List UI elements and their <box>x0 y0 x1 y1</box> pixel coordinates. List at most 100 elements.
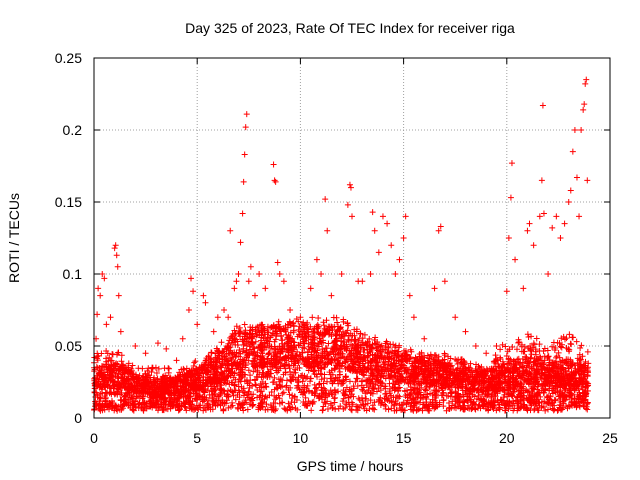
data-point <box>220 371 227 378</box>
data-point <box>340 377 347 384</box>
data-point <box>148 368 155 375</box>
data-point <box>173 401 180 408</box>
data-point <box>359 394 366 401</box>
data-point <box>360 384 367 391</box>
data-point <box>548 400 555 407</box>
data-point <box>447 362 454 369</box>
data-point <box>372 375 379 382</box>
data-point <box>236 347 243 354</box>
data-point <box>527 399 534 406</box>
data-point <box>544 353 551 360</box>
data-point <box>507 403 514 410</box>
data-point <box>290 374 297 381</box>
data-point <box>243 348 250 355</box>
data-point <box>285 321 292 328</box>
data-point <box>562 367 569 374</box>
data-point <box>390 394 397 401</box>
data-point <box>180 382 187 389</box>
data-point <box>245 390 252 397</box>
data-point <box>530 344 537 351</box>
data-point <box>188 373 195 380</box>
data-point <box>367 349 374 356</box>
data-point <box>302 375 309 382</box>
data-point <box>521 376 528 383</box>
data-point <box>382 375 389 382</box>
data-point <box>420 374 427 381</box>
data-point <box>473 374 480 381</box>
data-point <box>512 397 519 404</box>
data-point <box>306 388 313 395</box>
data-point <box>111 407 118 414</box>
data-point <box>243 399 250 406</box>
data-point <box>224 344 231 351</box>
data-point <box>448 383 455 390</box>
data-point <box>139 393 146 400</box>
data-point <box>308 353 315 360</box>
data-point <box>433 379 440 386</box>
data-point <box>285 343 292 350</box>
data-point <box>367 397 374 404</box>
data-point <box>294 382 301 389</box>
data-point <box>336 371 343 378</box>
data-point <box>133 393 140 400</box>
data-point <box>249 395 256 402</box>
data-point <box>546 387 553 394</box>
data-point <box>252 328 259 335</box>
data-point <box>434 366 441 373</box>
data-point <box>225 340 232 347</box>
data-point <box>331 338 338 345</box>
data-point <box>143 405 150 412</box>
data-point <box>467 399 474 406</box>
data-point <box>476 364 483 371</box>
data-point <box>409 362 416 369</box>
data-point <box>299 349 306 356</box>
data-point <box>286 391 293 398</box>
data-point <box>256 394 263 401</box>
data-point <box>469 373 476 380</box>
data-point <box>384 350 391 357</box>
data-point <box>513 378 520 385</box>
data-point <box>485 381 492 388</box>
data-point <box>576 402 583 409</box>
data-point <box>321 399 328 406</box>
data-point <box>314 363 321 370</box>
data-point <box>155 407 162 414</box>
data-point <box>108 385 115 392</box>
data-point <box>100 363 107 370</box>
data-point <box>260 373 267 380</box>
data-point <box>266 373 273 380</box>
data-point <box>271 392 278 399</box>
data-point <box>506 398 513 405</box>
data-point <box>561 397 568 404</box>
data-point <box>237 333 244 340</box>
data-point <box>149 401 156 408</box>
data-point <box>300 324 307 331</box>
data-point <box>427 390 434 397</box>
data-point <box>278 360 285 367</box>
data-point <box>389 383 396 390</box>
data-point <box>95 378 102 385</box>
data-point <box>502 372 509 379</box>
data-point <box>243 378 250 385</box>
data-point <box>208 349 215 356</box>
data-point <box>362 395 369 402</box>
data-point <box>354 382 361 389</box>
data-point <box>491 382 498 389</box>
data-point <box>547 393 554 400</box>
data-point <box>416 358 423 365</box>
data-point <box>330 348 337 355</box>
data-point <box>320 403 327 410</box>
data-point <box>293 396 300 403</box>
data-point <box>240 401 247 408</box>
data-point <box>110 382 117 389</box>
data-point <box>235 372 242 379</box>
data-point <box>250 401 257 408</box>
data-point <box>266 392 273 399</box>
data-point <box>342 330 349 337</box>
data-point <box>324 406 331 413</box>
data-point <box>259 347 266 353</box>
data-point <box>388 405 395 412</box>
data-point <box>577 379 584 386</box>
data-point <box>401 388 408 395</box>
data-point <box>559 359 566 366</box>
